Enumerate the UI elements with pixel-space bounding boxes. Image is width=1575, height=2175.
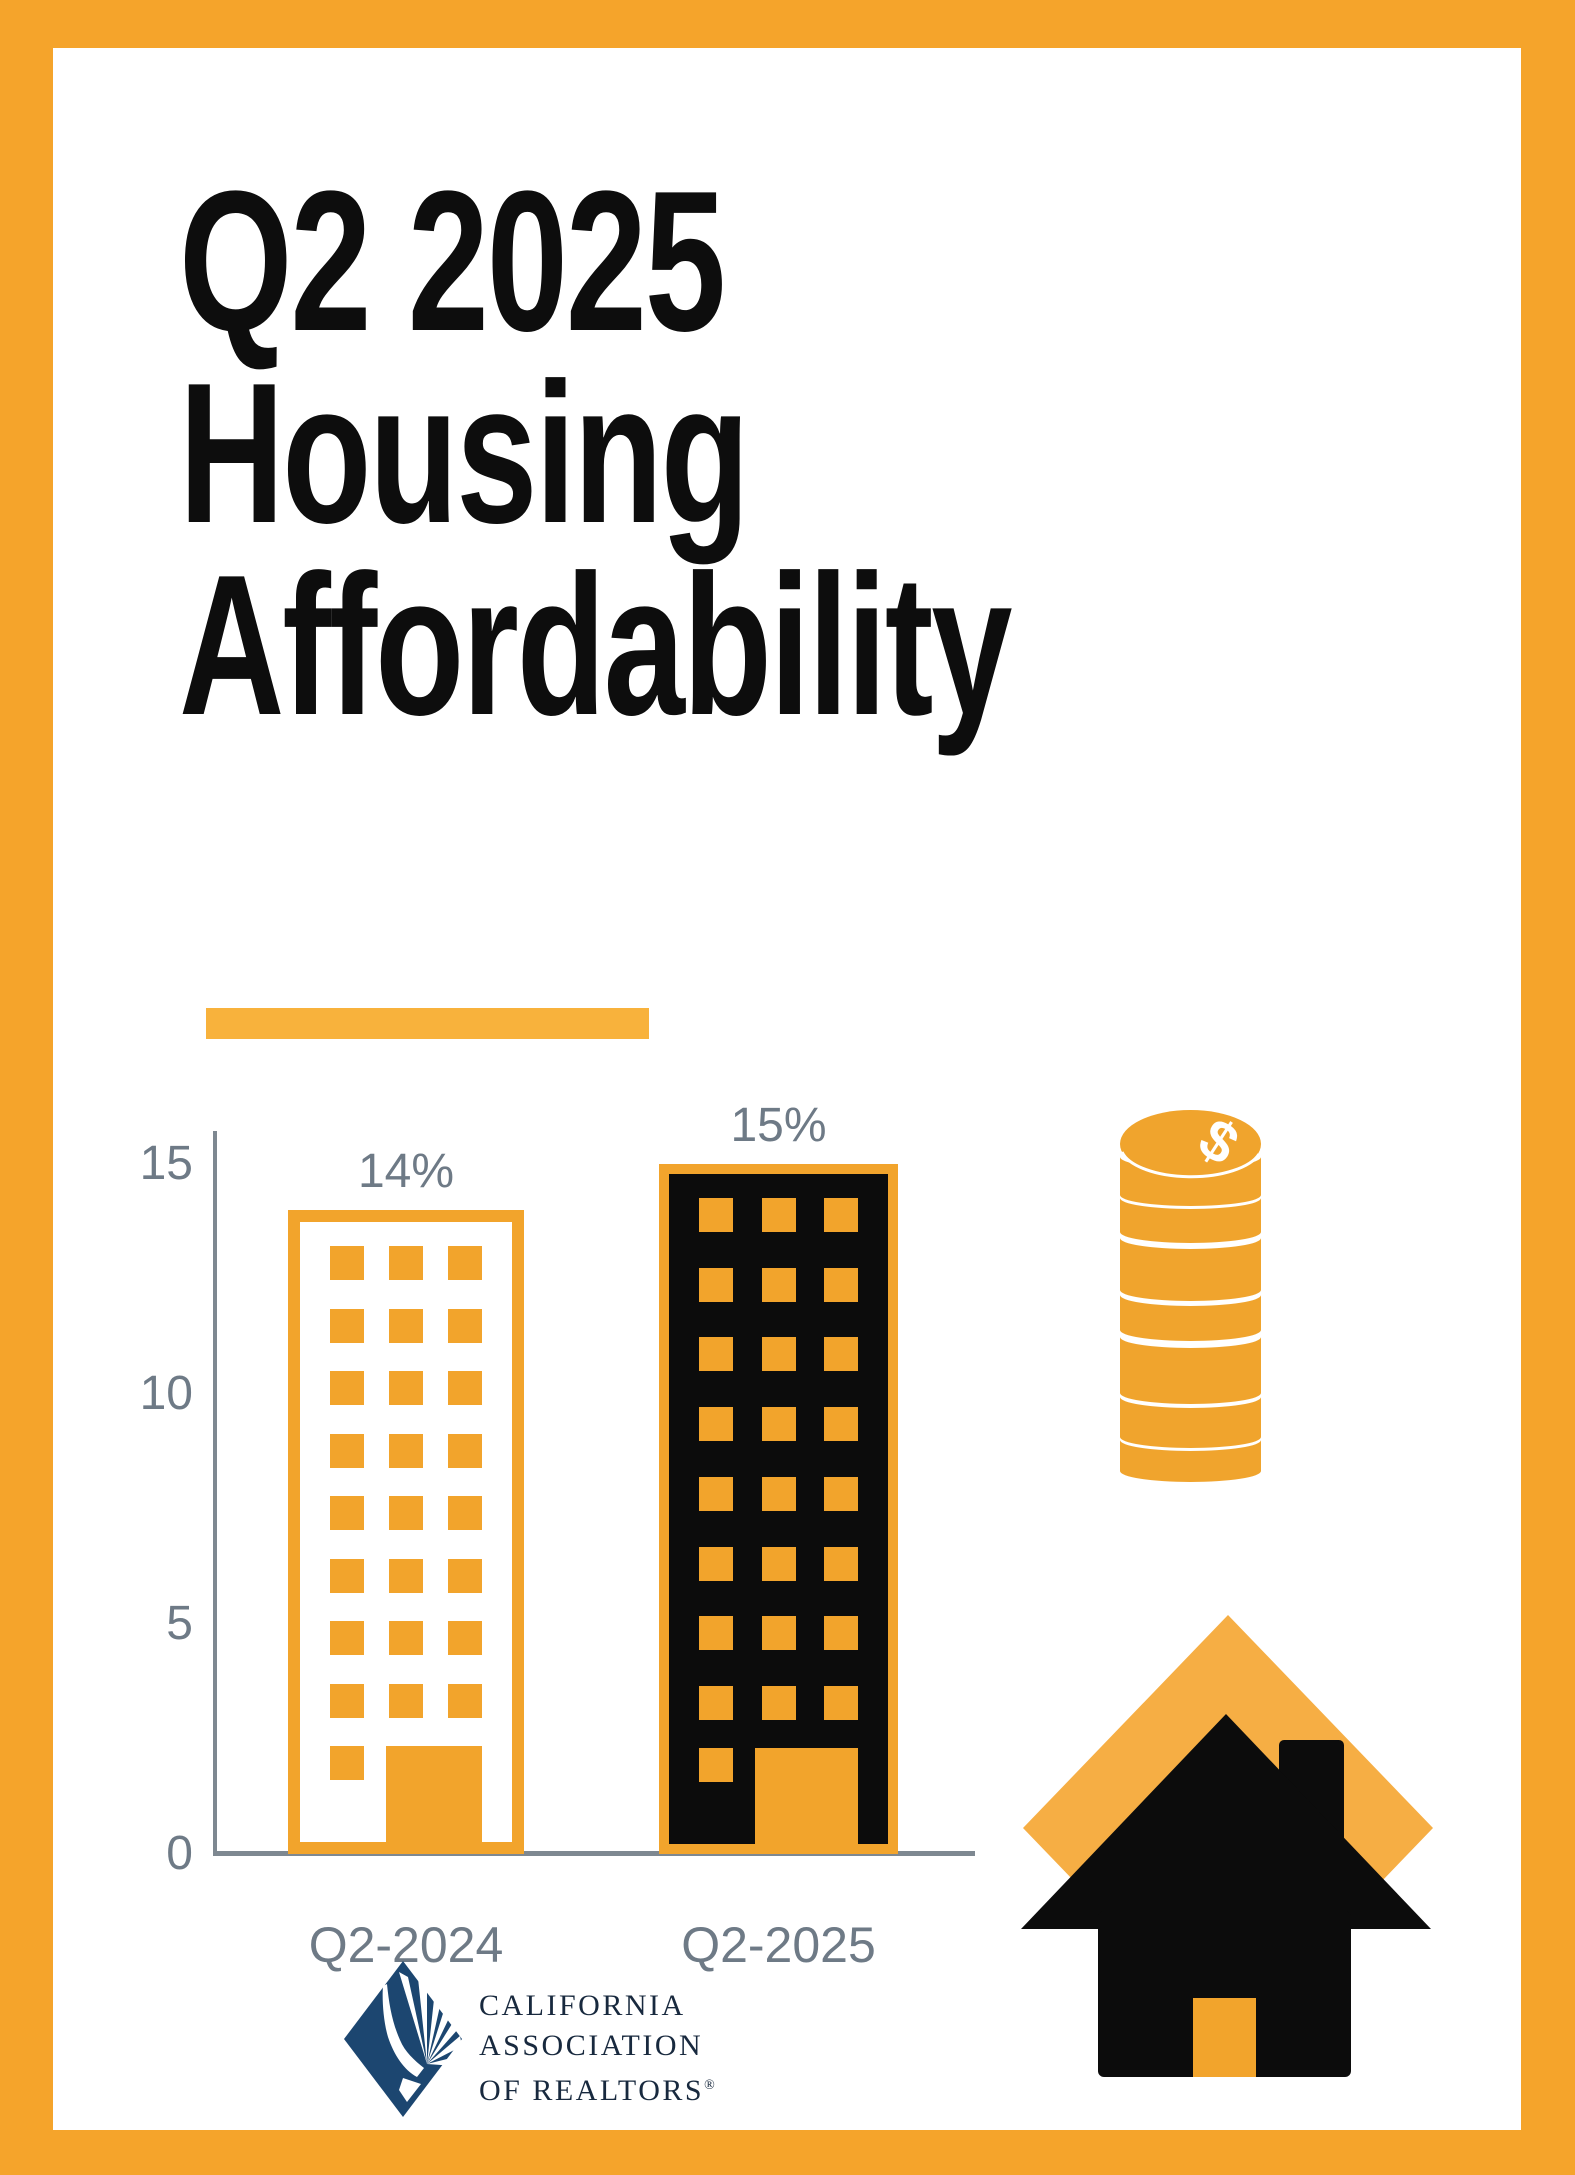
building-window: [699, 1748, 733, 1782]
title-accent-bar: [206, 1008, 649, 1039]
title-line-1: Q2 2025: [179, 150, 726, 373]
house-body: [1098, 1911, 1351, 2077]
y-axis-line: [213, 1131, 217, 1854]
building-window: [761, 1616, 796, 1651]
bar-q2-2025-building-icon: [659, 1164, 898, 1854]
building-window: [330, 1246, 364, 1280]
building-window-grid: [300, 1222, 512, 1746]
building-window: [330, 1621, 364, 1656]
building-window: [824, 1546, 858, 1581]
house-icon: [1021, 1615, 1433, 2077]
building-window: [448, 1308, 482, 1343]
building-window: [389, 1683, 423, 1718]
building-window: [330, 1683, 364, 1718]
building-window: [389, 1558, 423, 1593]
house-door: [1193, 1998, 1256, 2077]
building-door: [386, 1746, 482, 1842]
building-window: [448, 1621, 482, 1656]
bar-value-label-q2-2025: 15%: [730, 1099, 827, 1152]
logo-line-3: OF REALTORS®: [479, 2074, 715, 2107]
building-window: [389, 1371, 423, 1406]
building-window: [330, 1496, 364, 1531]
bar-q2-2024-building-icon: [288, 1210, 524, 1854]
building-window: [699, 1616, 733, 1651]
title-line-3: Affordability: [179, 534, 1012, 757]
building-window: [330, 1558, 364, 1593]
building-window: [448, 1496, 482, 1531]
car-logo-diamond: [344, 1961, 462, 2117]
logo-line-2: ASSOCIATION: [479, 2029, 704, 2062]
building-window: [389, 1433, 423, 1468]
y-axis-tick-5: 5: [166, 1597, 193, 1650]
x-axis-label-q2-2025: Q2-2025: [681, 1917, 876, 1973]
building-window: [699, 1198, 733, 1232]
registered-mark: ®: [704, 2078, 715, 2093]
building-window-grid: [669, 1174, 888, 1748]
content-panel: Q2 2025 Housing Affordability 15 10 5 0 …: [53, 48, 1521, 2130]
building-window: [448, 1558, 482, 1593]
building-window: [699, 1546, 733, 1581]
house-roof: [1021, 1714, 1431, 1929]
building-window: [448, 1371, 482, 1406]
building-window: [448, 1683, 482, 1718]
building-window: [699, 1267, 733, 1302]
building-window: [389, 1308, 423, 1343]
y-axis-tick-10: 10: [139, 1367, 193, 1420]
building-window: [824, 1476, 858, 1511]
building-window: [824, 1685, 858, 1720]
page-title: Q2 2025 Housing Affordability: [179, 150, 1318, 757]
x-axis-line: [213, 1851, 975, 1856]
building-window: [330, 1746, 364, 1780]
building-window: [761, 1685, 796, 1720]
building-window: [448, 1246, 482, 1280]
building-door: [755, 1748, 858, 1844]
bar-value-label-q2-2024: 14%: [357, 1145, 455, 1198]
building-window: [824, 1616, 858, 1651]
building-window: [330, 1433, 364, 1468]
building-window: [699, 1476, 733, 1511]
x-axis-label-q2-2024: Q2-2024: [308, 1917, 504, 1973]
title-line-2: Housing: [179, 342, 750, 565]
car-logo-text: CALIFORNIA ASSOCIATION OF REALTORS®: [479, 1986, 715, 2111]
building-window: [448, 1433, 482, 1468]
building-window: [761, 1476, 796, 1511]
building-window: [699, 1337, 733, 1372]
building-window: [824, 1267, 858, 1302]
building-window: [761, 1407, 796, 1442]
building-window: [699, 1685, 733, 1720]
building-window: [824, 1407, 858, 1442]
building-window: [389, 1246, 423, 1280]
building-window: [389, 1621, 423, 1656]
building-window: [761, 1546, 796, 1581]
building-window: [330, 1371, 364, 1406]
building-window: [761, 1198, 796, 1232]
building-window: [330, 1308, 364, 1343]
logo-line-1: CALIFORNIA: [479, 1989, 686, 2022]
y-axis-tick-0: 0: [166, 1827, 193, 1880]
building-ground-floor: [300, 1746, 512, 1842]
building-window: [824, 1337, 858, 1372]
coin-stack-dollar-icon: $: [1120, 1108, 1261, 1482]
building-ground-floor: [669, 1748, 888, 1844]
building-window: [699, 1407, 733, 1442]
building-window: [824, 1198, 858, 1232]
building-window: [389, 1496, 423, 1531]
building-window: [761, 1267, 796, 1302]
building-window: [761, 1337, 796, 1372]
y-axis-tick-15: 15: [139, 1137, 193, 1190]
